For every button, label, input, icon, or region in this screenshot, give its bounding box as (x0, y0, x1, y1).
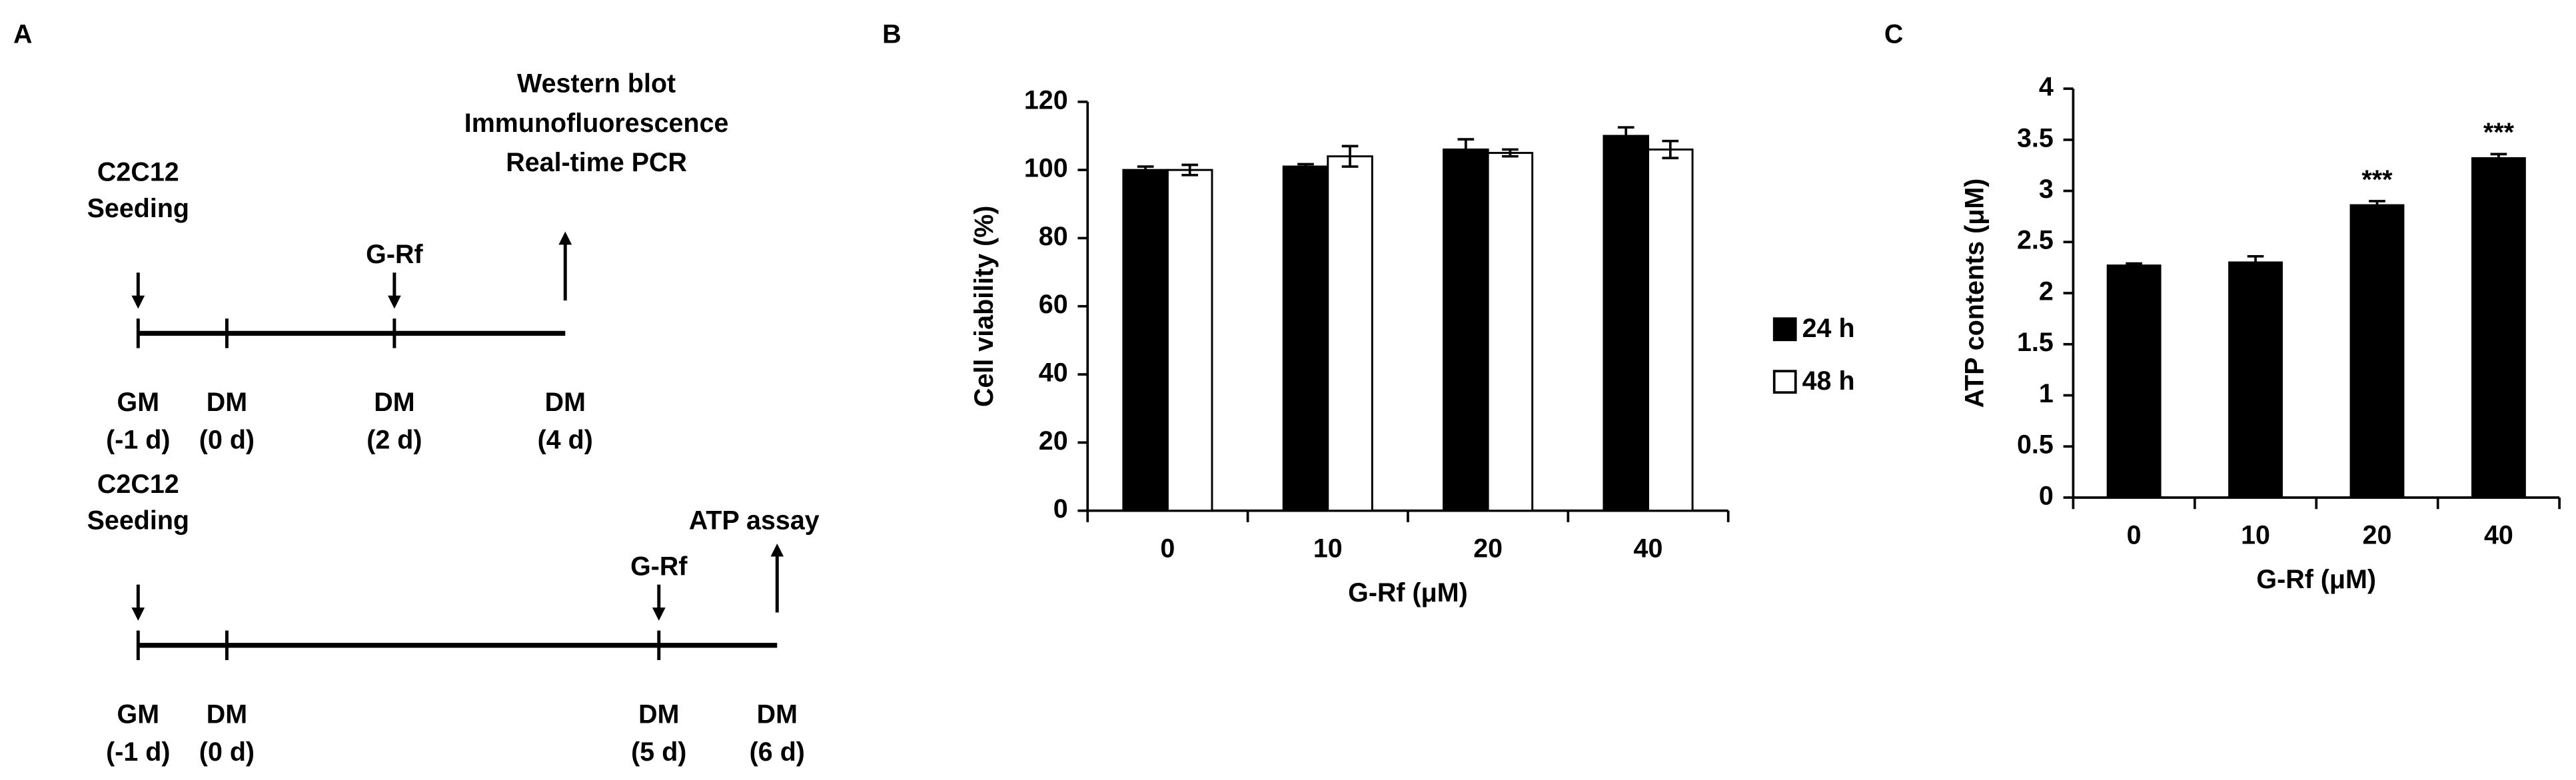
y-tick-label: 0.5 (2017, 430, 2054, 460)
y-tick-label: 4 (2039, 73, 2054, 102)
legend-label: 48 h (1802, 366, 1855, 396)
y-axis-label: Cell viability (%) (969, 206, 999, 407)
error-bar (2490, 153, 2507, 164)
endpoint-label: ATP assay (689, 506, 820, 535)
significance-label: *** (2361, 165, 2393, 195)
stage-label: DM (374, 388, 414, 417)
bar (1443, 148, 1489, 512)
event-label: Seeding (87, 506, 189, 535)
bar (1647, 148, 1694, 512)
x-tick-label: 20 (2363, 521, 2392, 550)
event-label: C2C12 (97, 470, 179, 499)
event-label: Seeding (87, 194, 189, 223)
y-tick-label: 60 (1039, 290, 1068, 319)
legend-swatch (1772, 317, 1797, 342)
y-tick-label: 0 (2039, 481, 2054, 510)
endpoint-label: Western blot (517, 69, 676, 99)
error-bar (2126, 262, 2142, 269)
event-label: C2C12 (97, 158, 179, 187)
y-tick-label: 40 (1039, 358, 1068, 388)
bar (2106, 264, 2162, 499)
stage-label: DM (207, 699, 247, 729)
y-tick-label: 3 (2039, 175, 2054, 204)
x-tick-label: 0 (2127, 521, 2142, 550)
stage-label: DM (207, 388, 247, 417)
day-label: (2 d) (366, 426, 422, 455)
error-bar (2369, 200, 2385, 211)
y-tick-label: 80 (1039, 222, 1068, 251)
error-bar (1137, 165, 1154, 175)
x-tick-label: 10 (2241, 521, 2270, 550)
error-bar (1297, 163, 1314, 171)
panel-label: A (13, 20, 32, 49)
y-tick-label: 120 (1024, 85, 1068, 115)
error-bar (1662, 139, 1679, 160)
event-label: G-Rf (630, 552, 688, 581)
x-tick-label: 0 (1160, 534, 1175, 563)
stage-label: DM (545, 388, 586, 417)
y-tick-label: 0 (1053, 494, 1068, 524)
day-label: (0 d) (199, 737, 255, 767)
stage-label: GM (117, 699, 160, 729)
event-label: G-Rf (366, 240, 423, 269)
y-tick-label: 1.5 (2017, 328, 2054, 357)
bar (1166, 169, 1213, 512)
day-label: (5 d) (631, 737, 686, 767)
x-axis-label: G-Rf (μM) (2256, 565, 2376, 594)
y-tick-label: 1 (2039, 379, 2054, 408)
y-tick-label: 20 (1039, 426, 1068, 456)
endpoint-label: Real-time PCR (506, 148, 687, 177)
stage-label: DM (757, 699, 798, 729)
significance-label: *** (2483, 118, 2515, 147)
error-bar (1502, 148, 1519, 158)
x-tick-label: 20 (1473, 534, 1503, 563)
legend-label: 24 h (1802, 314, 1855, 343)
bar (2228, 261, 2283, 499)
legend-swatch (1772, 370, 1797, 394)
x-tick-label: 10 (1313, 534, 1343, 563)
bar (1122, 169, 1169, 512)
error-bar (1457, 138, 1475, 161)
bar (2349, 204, 2405, 499)
x-tick-label: 40 (1634, 534, 1663, 563)
y-tick-label: 2 (2039, 276, 2054, 306)
x-tick-label: 40 (2484, 521, 2513, 550)
bar (1487, 152, 1534, 512)
stage-label: GM (117, 388, 160, 417)
bar (2471, 157, 2526, 499)
day-label: (6 d) (750, 737, 805, 767)
error-bar (1181, 163, 1199, 177)
y-tick-label: 3.5 (2017, 123, 2054, 153)
panel-label: B (882, 20, 901, 49)
panel-label: C (1884, 20, 1903, 49)
y-tick-label: 2.5 (2017, 226, 2054, 255)
x-axis-label: G-Rf (μM) (1348, 578, 1468, 607)
bar (1327, 155, 1373, 512)
error-bar (2247, 254, 2264, 270)
stage-label: DM (638, 699, 679, 729)
y-tick-label: 100 (1024, 154, 1068, 183)
day-label: (0 d) (199, 426, 255, 455)
bar (1603, 135, 1649, 512)
y-axis-label: ATP contents (μM) (1960, 179, 1989, 408)
bar (1282, 165, 1329, 512)
error-bar (1341, 145, 1359, 168)
endpoint-label: Immunofluorescence (464, 109, 729, 138)
day-label: (-1 d) (106, 426, 170, 455)
day-label: (4 d) (538, 426, 593, 455)
error-bar (1617, 126, 1634, 146)
day-label: (-1 d) (106, 737, 170, 767)
